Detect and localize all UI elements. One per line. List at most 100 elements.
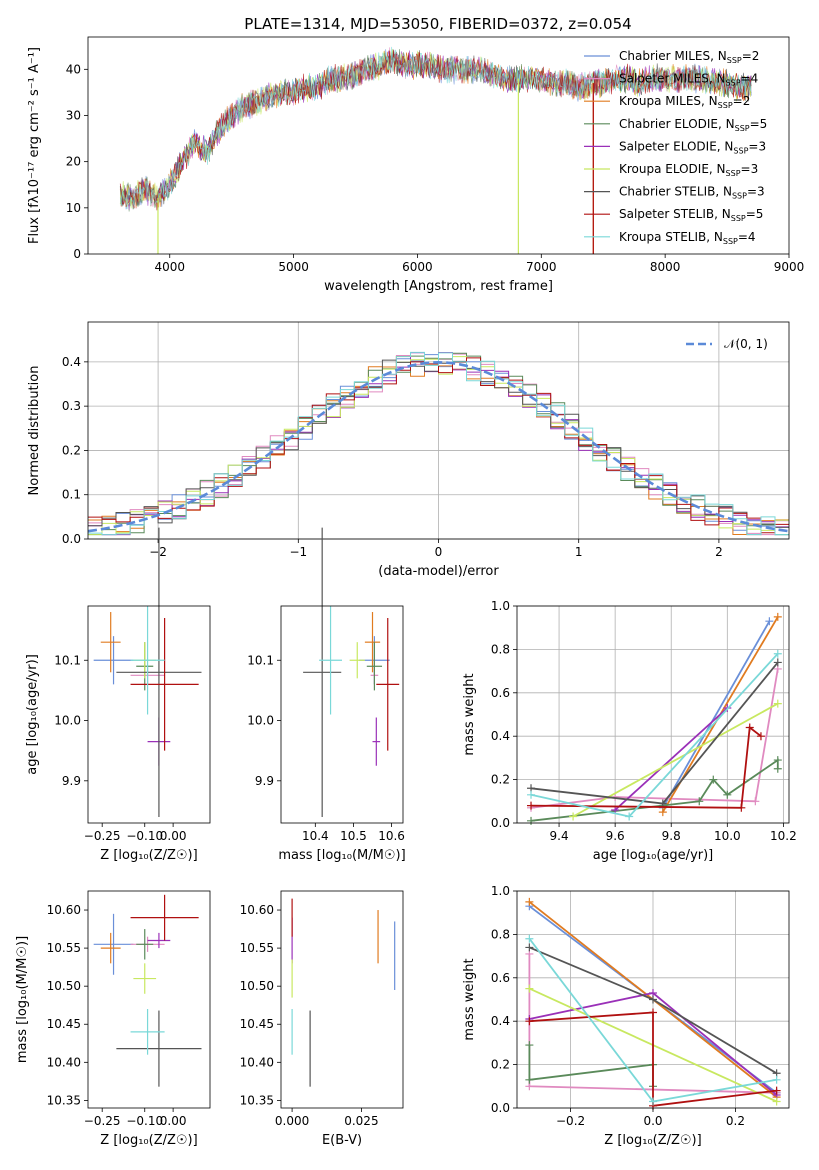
figure-title: PLATE=1314, MJD=53050, FIBERID=0372, z=0…: [244, 15, 631, 33]
x-tick-label: −2: [149, 545, 167, 559]
y-tick-label: 0.8: [491, 927, 510, 941]
x-tick-label: 9.8: [662, 829, 681, 843]
mass-weight-marker: [525, 1017, 534, 1026]
x-tick-label: −0.10: [126, 1114, 163, 1128]
mass-weight-marker: [649, 1008, 657, 1017]
x-axis-label: wavelength [Angstrom, rest frame]: [324, 279, 553, 294]
normal-curve: [87, 360, 790, 533]
mass-weight-series: [530, 661, 779, 805]
x-tick-label: 1: [575, 545, 583, 559]
y-tick-label: 10.0: [247, 714, 274, 728]
y-tick-label: 9.9: [62, 774, 81, 788]
y-tick-label: 10.40: [240, 1055, 274, 1069]
y-tick-label: 0.3: [62, 399, 81, 413]
y-tick-label: 30: [66, 108, 81, 122]
x-tick-label: 0.0: [643, 1114, 662, 1128]
x-tick-label: −0.25: [84, 1114, 121, 1128]
mass-vs-ebv-panel: 0.000 0.025 10.35 10.40 10.45 10.50 10.55 10.60…: [240, 890, 404, 1148]
x-tick-label: 0.025: [344, 1114, 378, 1128]
x-tick-label: −0.10: [126, 829, 163, 843]
y-tick-label: 0.4: [62, 355, 81, 369]
mass-weight-marker: [658, 808, 667, 817]
y-tick-label: 0.4: [491, 1014, 510, 1028]
mass-weight-marker: [525, 897, 534, 906]
y-axis-label: Flux [fλ10⁻¹⁷ erg cm⁻² s⁻¹ A⁻¹]: [27, 47, 42, 244]
x-tick-label: 6000: [402, 260, 433, 274]
x-tick-label: 0.2: [726, 1114, 745, 1128]
mass-weight-marker: [723, 790, 732, 799]
mass-weight-marker: [772, 1075, 781, 1084]
y-axis-label: mass weight: [462, 673, 477, 755]
x-axis-label: (data-model)/error: [378, 564, 499, 579]
mass-weight-marker: [772, 1086, 781, 1095]
spectrum-series: [119, 46, 752, 210]
mass-weight-marker: [527, 801, 536, 810]
y-tick-label: 0.2: [491, 773, 510, 787]
y-tick-label: 1.0: [491, 599, 510, 613]
x-tick-label: 9.6: [606, 829, 625, 843]
x-tick-label: −0.25: [84, 829, 121, 843]
y-tick-label: 0.0: [62, 532, 81, 546]
mass-weight-marker: [625, 812, 634, 821]
y-tick-label: 40: [66, 62, 81, 76]
x-tick-label: 0.00: [160, 1114, 187, 1128]
y-tick-label: 0.4: [491, 729, 510, 743]
mass-weight-marker: [773, 699, 782, 708]
mass-weight-marker: [525, 1075, 534, 1084]
x-tick-label: 2: [715, 545, 723, 559]
mass-weight-series: [530, 725, 762, 809]
histogram-series: [88, 357, 789, 534]
mass-weight-marker: [527, 816, 536, 825]
mass-weight-marker: [525, 1041, 534, 1050]
y-tick-label: 10.35: [47, 1093, 81, 1107]
x-tick-label: 4000: [154, 260, 185, 274]
x-tick-label: 10.2: [770, 829, 797, 843]
y-tick-label: 0.0: [491, 1101, 510, 1115]
x-tick-label: 10.5: [340, 829, 367, 843]
x-tick-label: 0.00: [160, 829, 187, 843]
mass-weight-series: [529, 1011, 777, 1107]
mass-weight-marker: [525, 984, 534, 993]
axes-frame: [280, 605, 404, 824]
y-tick-label: 10.0: [54, 714, 81, 728]
mass-weight-marker: [709, 775, 718, 784]
legend-label: Salpeter MILES, NSSP=4: [619, 72, 758, 88]
mass-weight-marker: [773, 658, 782, 667]
y-tick-label: 0.1: [62, 488, 81, 502]
y-tick-label: 0.8: [491, 642, 510, 656]
y-tick-label: 0.6: [491, 971, 510, 985]
x-tick-label: 8000: [650, 260, 681, 274]
x-tick-label: 9.4: [550, 829, 569, 843]
mass-weight-marker: [737, 803, 746, 812]
y-tick-label: 0.2: [491, 1058, 510, 1072]
y-tick-label: 0.0: [491, 816, 510, 830]
x-tick-label: 0.000: [275, 1114, 309, 1128]
mass-weight-marker: [527, 790, 536, 799]
x-axis-label: age [log₁₀(age/yr)]: [593, 848, 714, 863]
legend-label: Salpeter STELIB, NSSP=5: [619, 207, 763, 223]
y-tick-label: 10.40: [47, 1055, 81, 1069]
y-tick-label: 20: [66, 155, 81, 169]
x-tick-label: 9000: [774, 260, 805, 274]
y-tick-label: 10.55: [240, 941, 274, 955]
x-axis-label: Z [log₁₀(Z/Z☉)]: [100, 848, 197, 863]
x-axis-label: mass [log₁₀(M/M☉)]: [278, 848, 405, 863]
y-axis-label: Normed distribution: [27, 366, 42, 496]
y-tick-label: 10.1: [54, 653, 81, 667]
y-axis-label: mass [log₁₀(M/M☉)]: [15, 936, 30, 1063]
x-tick-label: 7000: [526, 260, 557, 274]
mass-weight-marker: [695, 797, 704, 806]
y-tick-label: 10: [66, 201, 81, 215]
y-tick-label: 1.0: [491, 884, 510, 898]
axes-frame: [87, 605, 211, 824]
mass-weight-marker: [773, 764, 782, 773]
mass-weight-marker: [772, 1097, 781, 1106]
mass-weight-marker: [773, 649, 782, 658]
histogram-series: [88, 351, 789, 536]
legend-label: Kroupa MILES, NSSP=2: [619, 94, 750, 110]
age-vs-mass-panel: 10.4 10.5 10.6 9.9 10.0 10.1 mass [log₁₀(M/M☉)…: [247, 527, 406, 863]
y-tick-label: 9.9: [255, 774, 274, 788]
axes-frame: [87, 890, 211, 1109]
x-tick-label: 10.0: [714, 829, 741, 843]
